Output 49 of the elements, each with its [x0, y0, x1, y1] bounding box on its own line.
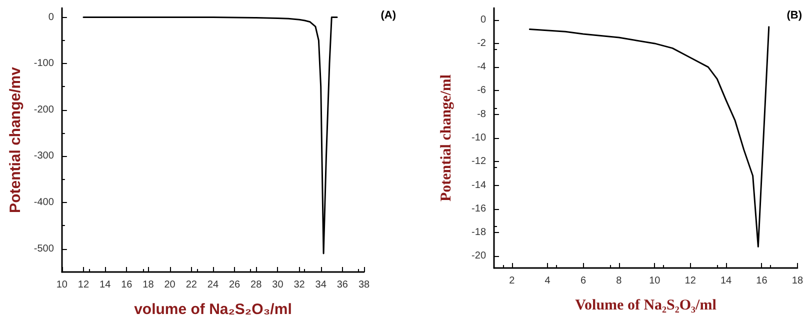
- x-tick-label: 14: [720, 276, 732, 286]
- x-tick-label: 38: [358, 280, 370, 290]
- y-tick-label: 0: [480, 14, 486, 26]
- x-axis-title: Volume of Na₂S₂O₃/ml: [575, 298, 716, 314]
- x-tick-label: 28: [250, 280, 262, 290]
- x-tick-label: 26: [228, 280, 241, 290]
- x-tick-label: 2: [509, 276, 516, 286]
- y-tick-label: -4: [477, 62, 486, 73]
- x-tick-label: 10: [56, 280, 68, 290]
- x-tick-label: 32: [294, 280, 306, 290]
- x-tick-label: 34: [315, 280, 327, 290]
- y-tick-label: -18: [472, 227, 486, 238]
- x-tick-label: 18: [142, 280, 154, 290]
- x-tick-label: 14: [100, 280, 112, 290]
- x-tick-label: 16: [756, 276, 768, 286]
- y-tick-label: -16: [472, 203, 486, 214]
- line-series: [82, 16, 338, 254]
- text: (A): [380, 10, 396, 22]
- y-tick-label: -14: [472, 180, 486, 191]
- x-tick-label: 12: [684, 276, 696, 286]
- y-tick-label: -12: [472, 156, 486, 168]
- annotation: (B): [786, 10, 802, 22]
- y-tick-label: -6: [477, 85, 486, 96]
- y-tick-label: -10: [472, 132, 486, 144]
- x-tick-label: 6: [580, 276, 586, 286]
- x-tick-label: 22: [186, 280, 198, 290]
- y-axis-title: Potential change/ml: [438, 74, 454, 202]
- x-tick-label: 16: [121, 280, 133, 290]
- y-tick-label: -500: [34, 243, 54, 254]
- y-tick-label: -400: [34, 197, 54, 208]
- x-tick-label: 30: [272, 280, 284, 290]
- x-axis-title: volume of Na₂S₂O₃/ml: [134, 301, 292, 318]
- x-tick-label: 18: [792, 276, 804, 286]
- x-tick-label: 4: [544, 276, 551, 286]
- y-tick-label: -8: [477, 108, 486, 120]
- x-tick-label: 36: [336, 280, 348, 290]
- x-tick-label: 8: [616, 276, 622, 286]
- x-tick-label: 10: [649, 276, 661, 286]
- y-axis-title: Potential change/mv: [7, 66, 24, 213]
- line-series: [528, 26, 770, 248]
- y-tick-label: -200: [34, 104, 54, 116]
- y-tick-label: -100: [34, 58, 54, 70]
- y-tick-label: -2: [477, 38, 486, 49]
- x-tick-label: 24: [207, 280, 219, 290]
- y-tick-label: -300: [34, 150, 54, 162]
- x-tick-label: 12: [78, 280, 90, 290]
- y-tick-label: -20: [472, 250, 486, 262]
- y-tick-label: 0: [48, 12, 54, 23]
- x-tick-label: 20: [164, 280, 176, 290]
